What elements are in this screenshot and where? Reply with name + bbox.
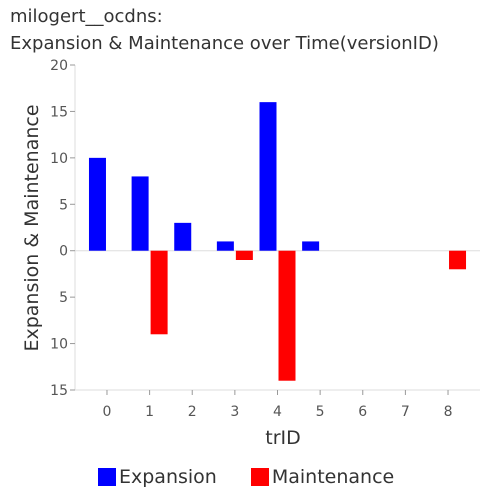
- legend-label-maintenance: Maintenance: [271, 466, 395, 488]
- y-tick-label: 15: [50, 383, 68, 399]
- bar-expansion: [131, 176, 149, 251]
- bar-expansion: [174, 222, 192, 251]
- x-tick-label: 4: [273, 404, 282, 420]
- y-tick-label: 5: [59, 197, 68, 213]
- bar-maintenance: [235, 250, 253, 260]
- legend: Expansion Maintenance: [98, 466, 428, 488]
- x-tick-label: 2: [188, 404, 197, 420]
- chart-subtitle: Expansion & Maintenance over Time(versio…: [10, 33, 439, 54]
- bar-expansion: [216, 241, 234, 251]
- x-tick-label: 8: [444, 404, 453, 420]
- y-tick-label: 0: [59, 244, 68, 260]
- x-tick-label: 7: [401, 404, 410, 420]
- chart-title: milogert__ocdns:: [10, 6, 163, 27]
- y-axis-label: Expansion & Maintenance: [21, 104, 43, 351]
- legend-swatch-maintenance: [250, 468, 269, 486]
- legend-label-expansion: Expansion: [119, 466, 217, 488]
- bar-maintenance: [449, 250, 467, 270]
- legend-swatch-expansion: [98, 468, 116, 486]
- x-tick-label: 3: [230, 404, 239, 420]
- x-tick-label: 0: [103, 404, 112, 420]
- bar-maintenance: [278, 250, 296, 381]
- bar-expansion: [259, 102, 277, 251]
- y-tick-label: 10: [50, 337, 68, 353]
- y-tick-label: 5: [59, 290, 68, 306]
- y-tick-label: 10: [50, 151, 68, 167]
- x-tick-label: 5: [316, 404, 325, 420]
- x-tick-label: 1: [145, 404, 154, 420]
- legend-item-expansion: Expansion: [98, 466, 217, 488]
- bar-maintenance: [150, 250, 168, 335]
- bar-expansion: [88, 157, 106, 251]
- legend-item-maintenance: Maintenance: [250, 466, 395, 488]
- y-tick-label: 20: [50, 58, 68, 74]
- x-axis-label: trID: [265, 427, 301, 449]
- bar-expansion: [302, 241, 320, 251]
- x-tick-label: 6: [358, 404, 367, 420]
- y-tick-label: 15: [50, 104, 68, 120]
